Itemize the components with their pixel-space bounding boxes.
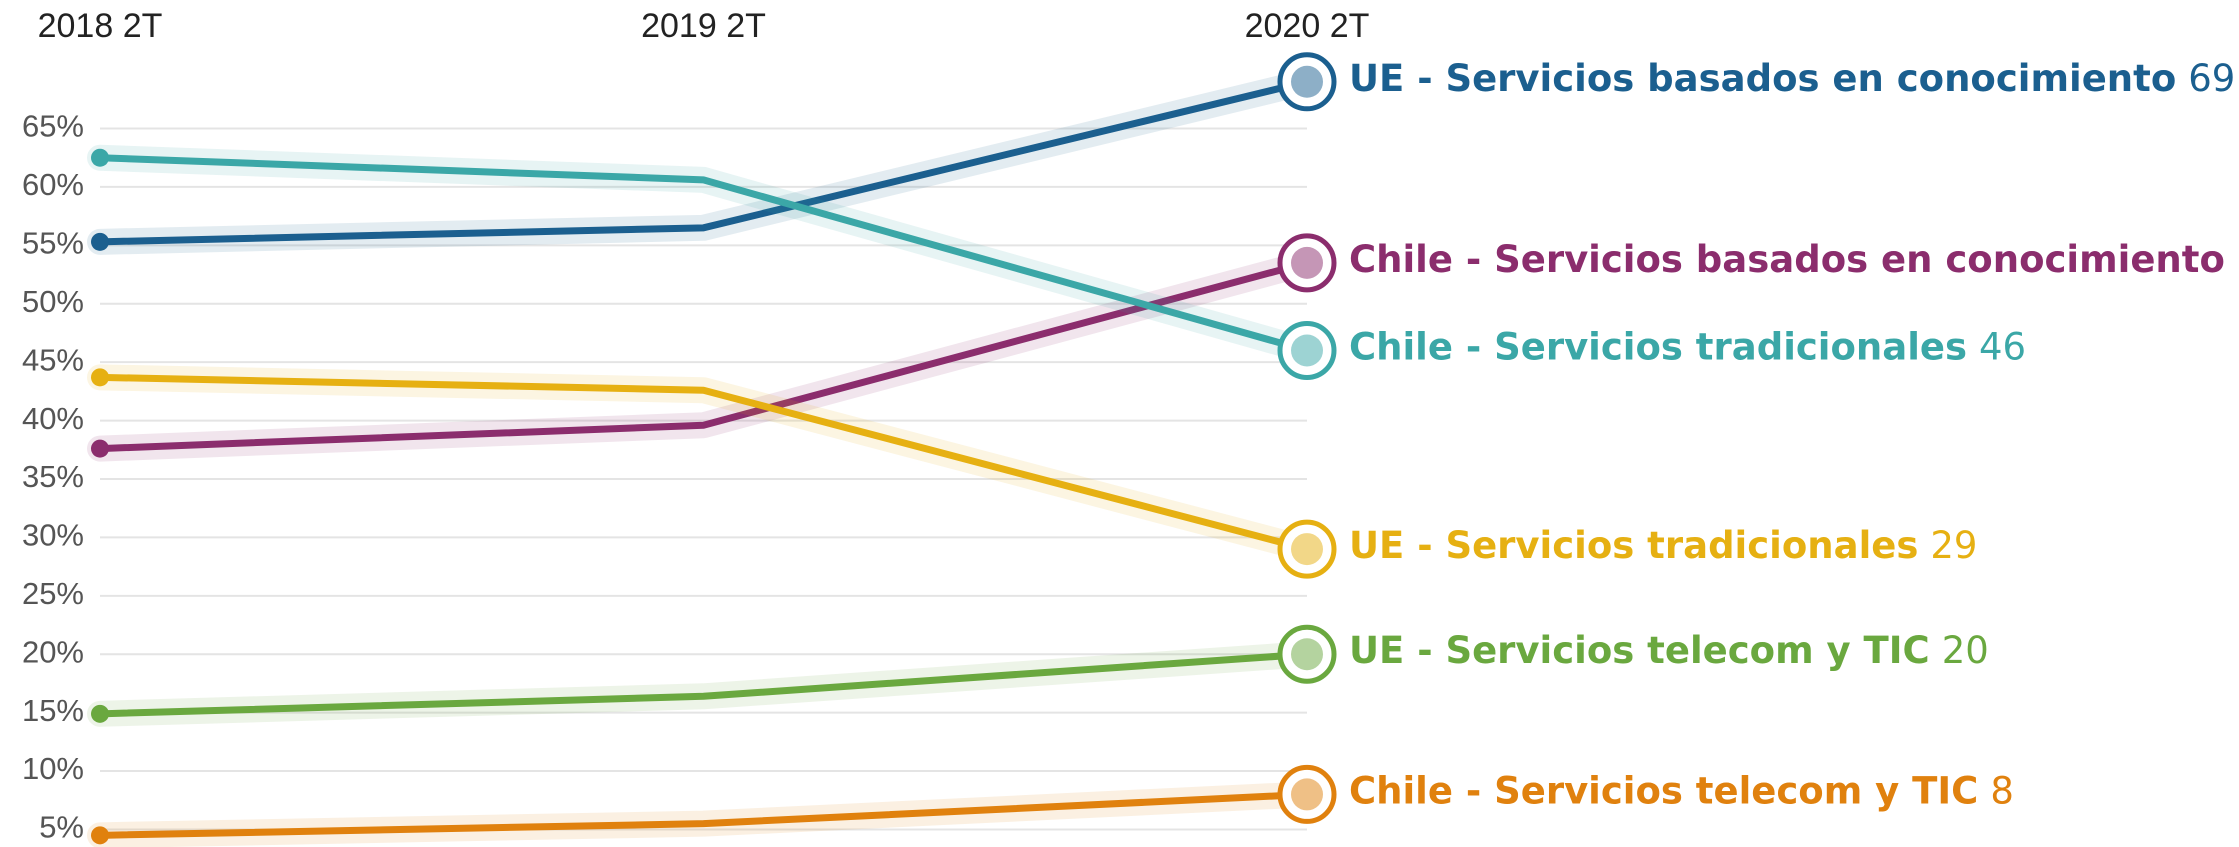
series-label: UE - Servicios tradicionales 29 [1349,524,1977,567]
end-value-label: 46 [1979,325,2026,368]
series-name: Chile - Servicios telecom y TIC [1349,769,1978,812]
series-line [99,259,1308,453]
y-tick-label: 30% [22,518,84,553]
end-icon-inner [1291,334,1323,367]
end-icon-inner [1291,65,1323,98]
series-name: UE - Servicios tradicionales [1349,524,1918,567]
y-tick-label: 5% [39,810,84,845]
y-tick-label: 65% [22,109,84,144]
series-line [99,154,1308,354]
y-tick-label: 25% [22,576,84,611]
line-halo [87,364,1320,563]
series-line [99,78,1308,246]
series-label: Chile - Servicios tradicionales 46 [1349,325,2026,368]
x-tick-label: 2020 2T [1245,7,1370,45]
series-label: Chile - Servicios basados en conocimient… [1349,237,2225,280]
line-halo [87,641,1320,727]
end-icon-inner [1291,246,1323,279]
y-tick-label: 60% [22,167,84,202]
series-label: UE - Servicios telecom y TIC 20 [1349,629,1989,672]
start-point [91,148,109,167]
x-tick-label: 2019 2T [641,7,766,45]
end-icon-inner [1291,638,1323,671]
x-tick-label: 2018 2T [38,7,163,45]
y-tick-label: 45% [22,342,84,377]
y-tick-label: 35% [22,459,84,494]
y-tick-label: 10% [22,751,84,786]
series-label: UE - Servicios basados en conocimiento 69 [1349,56,2235,99]
end-value-label: 8 [1990,769,2014,812]
series-name: UE - Servicios basados en conocimiento [1349,56,2176,99]
start-point [91,826,109,845]
series-name: Chile - Servicios tradicionales [1349,325,1967,368]
end-value-label: 69 [2188,56,2235,99]
y-tick-label: 50% [22,284,84,319]
start-point [91,439,109,458]
start-point [91,232,109,251]
y-tick-label: 40% [22,401,84,436]
start-point [91,704,109,723]
series-name: Chile - Servicios basados en conocimient… [1349,237,2225,280]
series-label: Chile - Servicios telecom y TIC 8 [1349,769,2014,812]
end-value-label: 20 [1942,629,1989,672]
end-icon-inner [1291,778,1323,811]
y-tick-label: 15% [22,693,84,728]
start-point [91,368,109,387]
series-line [99,373,1308,553]
series-name: UE - Servicios telecom y TIC [1349,629,1930,672]
series-line [99,650,1308,718]
series-line [99,790,1308,839]
y-tick-label: 55% [22,226,84,261]
end-value-label: 29 [1930,524,1977,567]
y-tick-label: 20% [22,634,84,669]
end-icon-inner [1291,533,1323,566]
